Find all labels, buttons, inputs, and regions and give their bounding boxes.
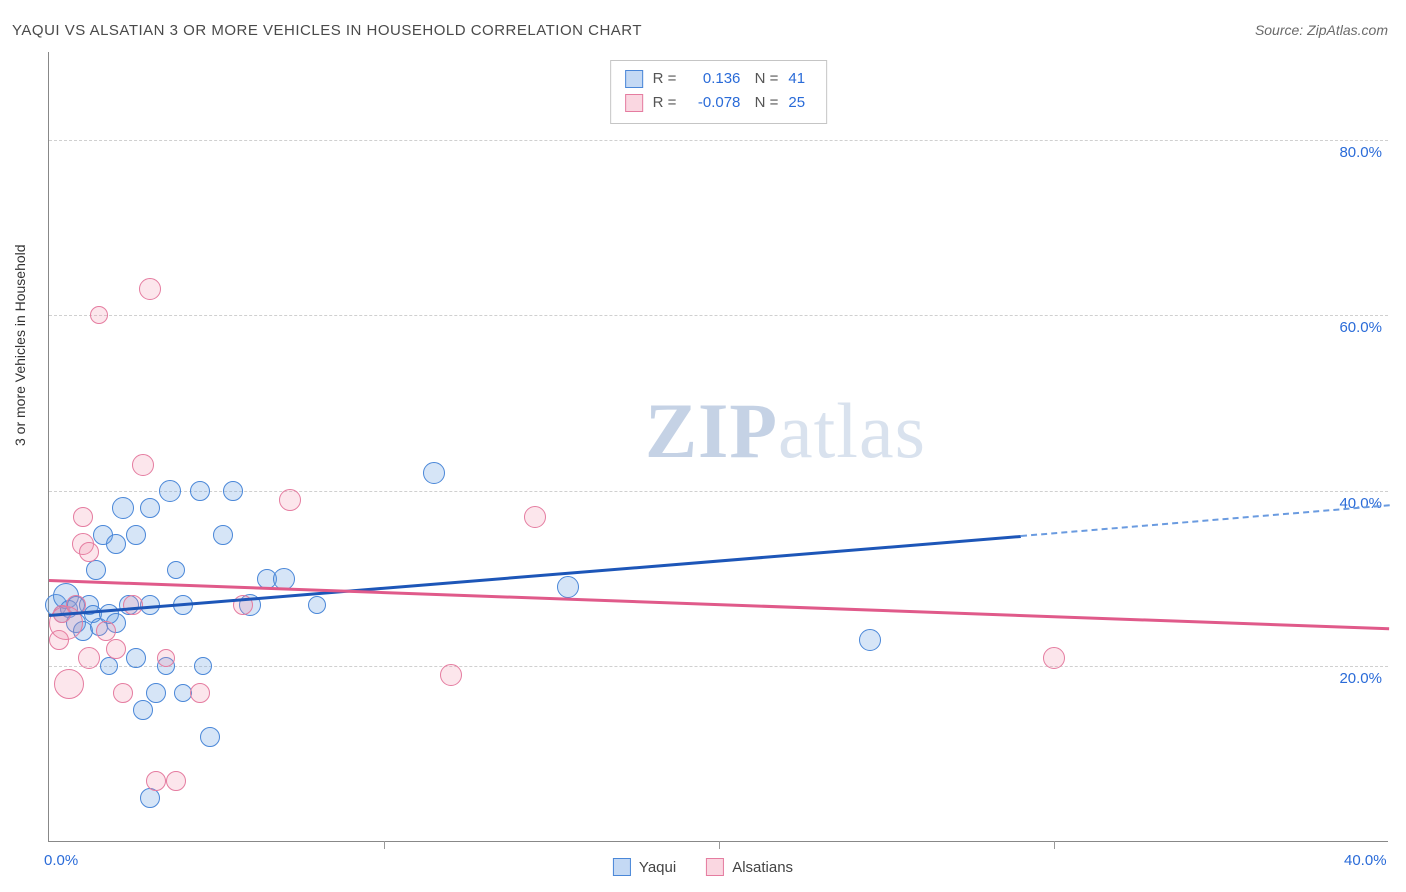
- data-point-a: [140, 788, 160, 808]
- legend-item-a: Yaqui: [613, 858, 676, 876]
- data-point-a: [194, 657, 212, 675]
- data-point-b: [54, 669, 84, 699]
- swatch-series-b-icon: [625, 94, 643, 112]
- swatch-a-icon: [613, 858, 631, 876]
- stats-row-series-a: R = 0.136 N = 41: [625, 67, 813, 91]
- trend-line: [1020, 504, 1389, 537]
- data-point-b: [190, 683, 210, 703]
- stats-row-series-b: R = -0.078 N = 25: [625, 91, 813, 115]
- data-point-b: [78, 647, 100, 669]
- x-tick-label: 0.0%: [44, 852, 78, 869]
- y-tick-label: 20.0%: [1339, 670, 1382, 687]
- x-tick-mark: [384, 841, 385, 849]
- legend-label-b: Alsatians: [732, 859, 793, 876]
- data-point-a: [859, 629, 881, 651]
- stats-legend-box: R = 0.136 N = 41 R = -0.078 N = 25: [610, 60, 828, 124]
- plot-area: ZIPatlas R = 0.136 N = 41 R = -0.078 N =…: [48, 52, 1388, 842]
- y-tick-label: 80.0%: [1339, 144, 1382, 161]
- x-tick-label: 40.0%: [1344, 852, 1387, 869]
- chart-title: YAQUI VS ALSATIAN 3 OR MORE VEHICLES IN …: [12, 22, 642, 39]
- x-tick-mark: [1054, 841, 1055, 849]
- legend-item-b: Alsatians: [706, 858, 793, 876]
- legend-label-a: Yaqui: [639, 859, 676, 876]
- stat-n-label: N =: [750, 91, 778, 115]
- gridline-h: [49, 666, 1388, 667]
- x-tick-mark: [719, 841, 720, 849]
- data-point-a: [86, 560, 106, 580]
- gridline-h: [49, 140, 1388, 141]
- data-point-a: [140, 498, 160, 518]
- stat-r-label: R =: [653, 91, 677, 115]
- data-point-a: [100, 657, 118, 675]
- data-point-a: [213, 525, 233, 545]
- swatch-series-a-icon: [625, 70, 643, 88]
- data-point-a: [159, 480, 181, 502]
- data-point-b: [440, 664, 462, 686]
- data-point-a: [126, 648, 146, 668]
- stat-r-value-a: 0.136: [686, 67, 740, 91]
- data-point-a: [200, 727, 220, 747]
- gridline-h: [49, 491, 1388, 492]
- data-point-b: [279, 489, 301, 511]
- data-point-a: [167, 561, 185, 579]
- stat-n-value-b: 25: [788, 91, 812, 115]
- gridline-h: [49, 315, 1388, 316]
- data-point-b: [90, 306, 108, 324]
- data-point-b: [1043, 647, 1065, 669]
- source-attribution: Source: ZipAtlas.com: [1255, 22, 1388, 38]
- data-point-b: [157, 649, 175, 667]
- stat-n-value-a: 41: [788, 67, 812, 91]
- stat-r-label: R =: [653, 67, 677, 91]
- data-point-b: [79, 542, 99, 562]
- data-point-a: [308, 596, 326, 614]
- data-point-a: [223, 481, 243, 501]
- data-point-a: [126, 525, 146, 545]
- data-point-b: [524, 506, 546, 528]
- swatch-b-icon: [706, 858, 724, 876]
- chart-container: { "title": "YAQUI VS ALSATIAN 3 OR MORE …: [0, 0, 1406, 892]
- data-point-a: [557, 576, 579, 598]
- data-point-b: [132, 454, 154, 476]
- bottom-legend: Yaqui Alsatians: [613, 858, 793, 876]
- data-point-b: [123, 595, 143, 615]
- data-point-b: [73, 507, 93, 527]
- data-point-b: [106, 639, 126, 659]
- watermark: ZIPatlas: [645, 386, 926, 476]
- data-point-a: [112, 497, 134, 519]
- y-tick-label: 60.0%: [1339, 319, 1382, 336]
- data-point-b: [166, 771, 186, 791]
- data-point-a: [146, 683, 166, 703]
- data-point-a: [133, 700, 153, 720]
- data-point-a: [190, 481, 210, 501]
- data-point-b: [139, 278, 161, 300]
- data-point-b: [146, 771, 166, 791]
- trend-line: [49, 535, 1021, 616]
- y-axis-title: 3 or more Vehicles in Household: [12, 244, 28, 446]
- data-point-b: [113, 683, 133, 703]
- stat-n-label: N =: [750, 67, 778, 91]
- data-point-a: [106, 534, 126, 554]
- stat-r-value-b: -0.078: [686, 91, 740, 115]
- data-point-a: [423, 462, 445, 484]
